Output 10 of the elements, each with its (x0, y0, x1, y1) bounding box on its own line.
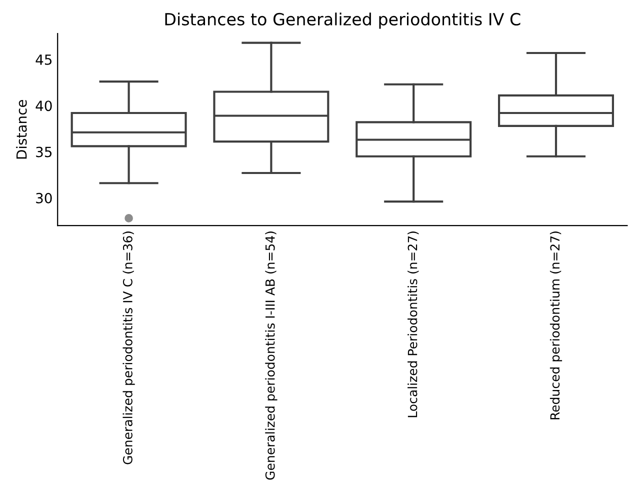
y-tick-label: 35 (36, 146, 52, 158)
x-tick-label: Generalized periodontitis IV C (n=36) (122, 232, 135, 464)
x-tick-label: Generalized periodontitis I-III AB (n=54) (265, 232, 278, 480)
y-tick-label: 30 (36, 192, 52, 204)
x-tick-label: Localized Periodontitis (n=27) (408, 232, 419, 418)
y-tick-label: 40 (36, 100, 52, 112)
y-axis-title: Distance (16, 100, 27, 159)
x-tick-label: Reduced periodontium (n=27) (550, 232, 562, 420)
chart-title: Distances to Generalized periodontitis IV C (165, 12, 520, 29)
y-tick-label: 45 (36, 54, 52, 65)
